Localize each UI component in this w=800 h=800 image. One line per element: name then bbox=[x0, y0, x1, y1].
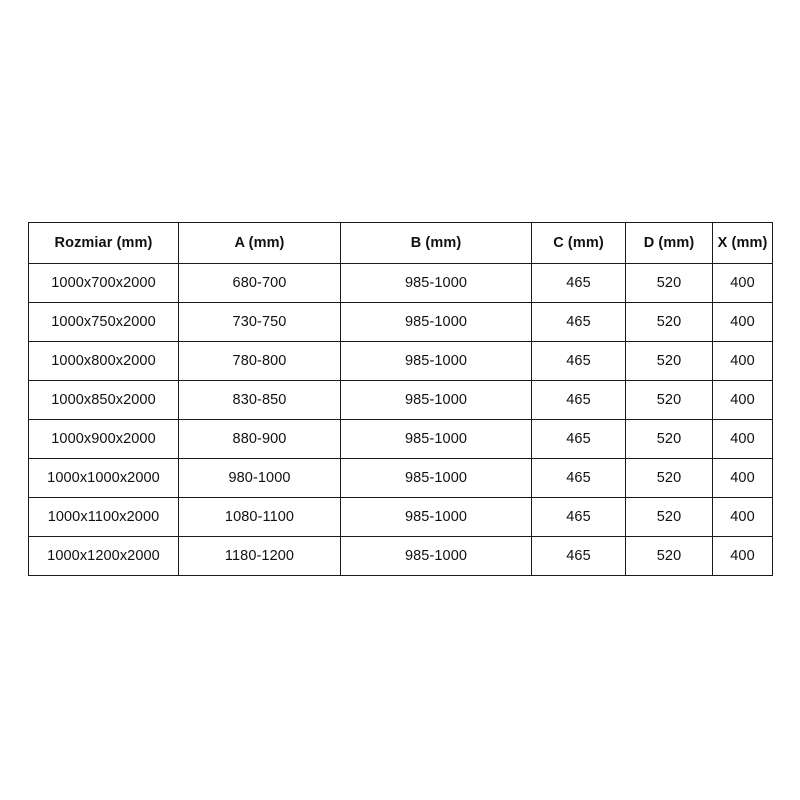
cell-b: 985-1000 bbox=[340, 497, 532, 537]
cell-d: 520 bbox=[625, 263, 713, 303]
cell-c: 465 bbox=[531, 497, 626, 537]
column-header-a: A (mm) bbox=[178, 222, 341, 264]
cell-a: 1180-1200 bbox=[178, 536, 341, 576]
cell-c: 465 bbox=[531, 302, 626, 342]
table-body: 1000x700x2000 680-700 985-1000 465 520 4… bbox=[28, 263, 773, 576]
cell-d: 520 bbox=[625, 497, 713, 537]
table-row: 1000x850x2000 830-850 985-1000 465 520 4… bbox=[28, 380, 773, 420]
cell-rozmiar: 1000x1000x2000 bbox=[28, 458, 179, 498]
column-header-rozmiar: Rozmiar (mm) bbox=[28, 222, 179, 264]
cell-x: 400 bbox=[712, 536, 773, 576]
cell-c: 465 bbox=[531, 380, 626, 420]
cell-rozmiar: 1000x800x2000 bbox=[28, 341, 179, 381]
cell-b: 985-1000 bbox=[340, 263, 532, 303]
cell-a: 680-700 bbox=[178, 263, 341, 303]
cell-d: 520 bbox=[625, 419, 713, 459]
cell-b: 985-1000 bbox=[340, 458, 532, 498]
cell-b: 985-1000 bbox=[340, 302, 532, 342]
cell-a: 830-850 bbox=[178, 380, 341, 420]
column-header-x: X (mm) bbox=[712, 222, 773, 264]
cell-b: 985-1000 bbox=[340, 419, 532, 459]
cell-x: 400 bbox=[712, 263, 773, 303]
dimensions-table: Rozmiar (mm) A (mm) B (mm) C (mm) D (mm)… bbox=[28, 222, 773, 576]
cell-d: 520 bbox=[625, 458, 713, 498]
cell-x: 400 bbox=[712, 380, 773, 420]
table-row: 1000x700x2000 680-700 985-1000 465 520 4… bbox=[28, 263, 773, 303]
table-row: 1000x750x2000 730-750 985-1000 465 520 4… bbox=[28, 302, 773, 342]
cell-d: 520 bbox=[625, 380, 713, 420]
cell-a: 730-750 bbox=[178, 302, 341, 342]
column-header-b: B (mm) bbox=[340, 222, 532, 264]
cell-d: 520 bbox=[625, 341, 713, 381]
cell-rozmiar: 1000x750x2000 bbox=[28, 302, 179, 342]
cell-c: 465 bbox=[531, 458, 626, 498]
table-row: 1000x900x2000 880-900 985-1000 465 520 4… bbox=[28, 419, 773, 459]
cell-c: 465 bbox=[531, 536, 626, 576]
cell-c: 465 bbox=[531, 263, 626, 303]
column-header-d: D (mm) bbox=[625, 222, 713, 264]
table-row: 1000x800x2000 780-800 985-1000 465 520 4… bbox=[28, 341, 773, 381]
cell-rozmiar: 1000x700x2000 bbox=[28, 263, 179, 303]
cell-d: 520 bbox=[625, 302, 713, 342]
cell-rozmiar: 1000x1100x2000 bbox=[28, 497, 179, 537]
cell-b: 985-1000 bbox=[340, 380, 532, 420]
cell-x: 400 bbox=[712, 497, 773, 537]
cell-d: 520 bbox=[625, 536, 713, 576]
cell-c: 465 bbox=[531, 419, 626, 459]
table-row: 1000x1000x2000 980-1000 985-1000 465 520… bbox=[28, 458, 773, 498]
table-row: 1000x1200x2000 1180-1200 985-1000 465 52… bbox=[28, 536, 773, 576]
cell-rozmiar: 1000x1200x2000 bbox=[28, 536, 179, 576]
column-header-c: C (mm) bbox=[531, 222, 626, 264]
cell-b: 985-1000 bbox=[340, 341, 532, 381]
cell-x: 400 bbox=[712, 458, 773, 498]
cell-rozmiar: 1000x900x2000 bbox=[28, 419, 179, 459]
table-header-row: Rozmiar (mm) A (mm) B (mm) C (mm) D (mm)… bbox=[28, 222, 773, 264]
cell-x: 400 bbox=[712, 341, 773, 381]
cell-rozmiar: 1000x850x2000 bbox=[28, 380, 179, 420]
cell-x: 400 bbox=[712, 419, 773, 459]
specification-table-container: Rozmiar (mm) A (mm) B (mm) C (mm) D (mm)… bbox=[28, 222, 773, 576]
cell-a: 880-900 bbox=[178, 419, 341, 459]
cell-a: 780-800 bbox=[178, 341, 341, 381]
table-header: Rozmiar (mm) A (mm) B (mm) C (mm) D (mm)… bbox=[28, 222, 773, 264]
cell-x: 400 bbox=[712, 302, 773, 342]
cell-c: 465 bbox=[531, 341, 626, 381]
cell-a: 980-1000 bbox=[178, 458, 341, 498]
cell-b: 985-1000 bbox=[340, 536, 532, 576]
cell-a: 1080-1100 bbox=[178, 497, 341, 537]
table-row: 1000x1100x2000 1080-1100 985-1000 465 52… bbox=[28, 497, 773, 537]
